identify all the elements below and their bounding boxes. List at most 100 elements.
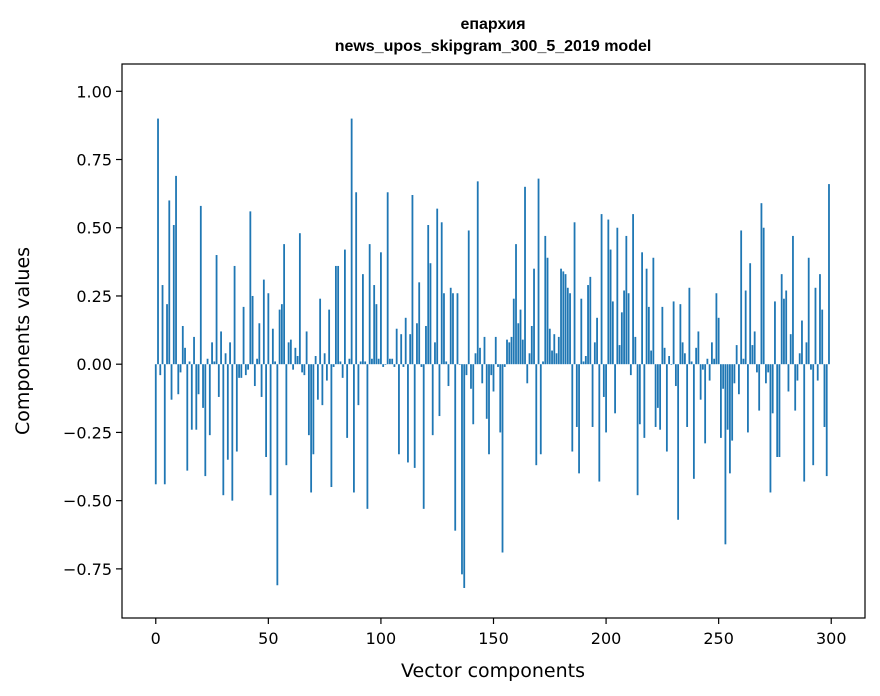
bar	[801, 320, 803, 365]
bar	[600, 214, 603, 365]
bar	[699, 364, 702, 400]
bar	[402, 364, 405, 367]
bar	[310, 364, 313, 493]
bar	[348, 358, 351, 365]
bar	[641, 252, 643, 365]
bar	[321, 364, 324, 406]
bar	[190, 364, 193, 430]
bar	[618, 345, 621, 365]
bar	[368, 244, 371, 365]
bar	[656, 364, 659, 408]
bar	[157, 118, 159, 365]
bar	[528, 353, 531, 365]
bar	[438, 364, 441, 417]
bar	[512, 298, 515, 365]
bar	[787, 364, 790, 392]
bar	[172, 225, 175, 365]
bar	[184, 347, 186, 365]
bar	[267, 293, 270, 365]
x-tick-label: 300	[816, 629, 847, 648]
bar	[794, 364, 797, 411]
bar	[202, 364, 204, 408]
bar	[738, 364, 740, 395]
bar	[301, 364, 304, 373]
bar	[582, 361, 585, 365]
bar	[285, 364, 288, 466]
bar	[269, 364, 272, 496]
bar	[334, 265, 337, 365]
bar	[620, 312, 623, 365]
bar	[674, 364, 677, 387]
bar	[726, 364, 729, 430]
bar	[395, 328, 398, 365]
x-tick-label: 100	[366, 629, 397, 648]
bar	[283, 244, 286, 365]
bar	[783, 298, 785, 365]
bar	[724, 364, 727, 545]
bar	[350, 118, 353, 365]
bar	[539, 364, 542, 455]
bar	[253, 364, 256, 387]
bar	[607, 219, 610, 365]
bar	[443, 293, 445, 365]
bar	[445, 361, 448, 365]
bar	[265, 364, 267, 457]
bar	[400, 334, 403, 365]
bar	[454, 364, 457, 531]
bar	[391, 358, 394, 365]
bar	[427, 225, 430, 365]
bar	[569, 293, 571, 365]
bar	[497, 364, 499, 367]
bar	[287, 342, 290, 365]
bar	[690, 361, 693, 365]
bar	[591, 364, 594, 427]
bar	[154, 364, 157, 485]
bar	[398, 364, 400, 455]
bar	[634, 336, 637, 365]
bar	[260, 364, 263, 397]
bar	[429, 263, 432, 365]
bar	[166, 304, 168, 365]
plot-frame	[121, 63, 866, 619]
bar	[587, 285, 589, 365]
bar	[476, 181, 479, 365]
bar	[627, 293, 630, 365]
bar	[481, 364, 484, 384]
bar	[521, 339, 524, 365]
bar	[803, 364, 806, 482]
bar	[238, 364, 240, 378]
bar	[645, 268, 648, 365]
bar	[362, 274, 364, 365]
bar	[663, 347, 666, 365]
bar	[735, 345, 738, 365]
bar	[422, 364, 425, 509]
bar	[677, 364, 680, 520]
bar	[393, 364, 396, 367]
bar	[553, 334, 556, 365]
bar	[483, 336, 486, 365]
bar	[751, 345, 754, 365]
bar	[598, 364, 601, 482]
bar	[652, 257, 655, 365]
bar	[747, 364, 749, 433]
bar	[758, 364, 761, 411]
bar	[337, 265, 340, 365]
bar	[647, 306, 650, 365]
bar	[355, 192, 358, 365]
bar	[474, 353, 477, 365]
bar	[292, 364, 295, 370]
bar	[749, 263, 752, 365]
bar	[670, 364, 673, 365]
bar	[778, 364, 781, 457]
bar	[566, 287, 569, 365]
bar	[316, 364, 319, 400]
bar	[555, 353, 558, 365]
bar	[296, 356, 299, 365]
bar	[515, 244, 517, 365]
bar	[551, 350, 553, 365]
bar	[623, 290, 625, 365]
bar	[199, 205, 202, 365]
bar	[774, 301, 776, 365]
bar	[823, 364, 826, 427]
bar	[708, 364, 711, 381]
